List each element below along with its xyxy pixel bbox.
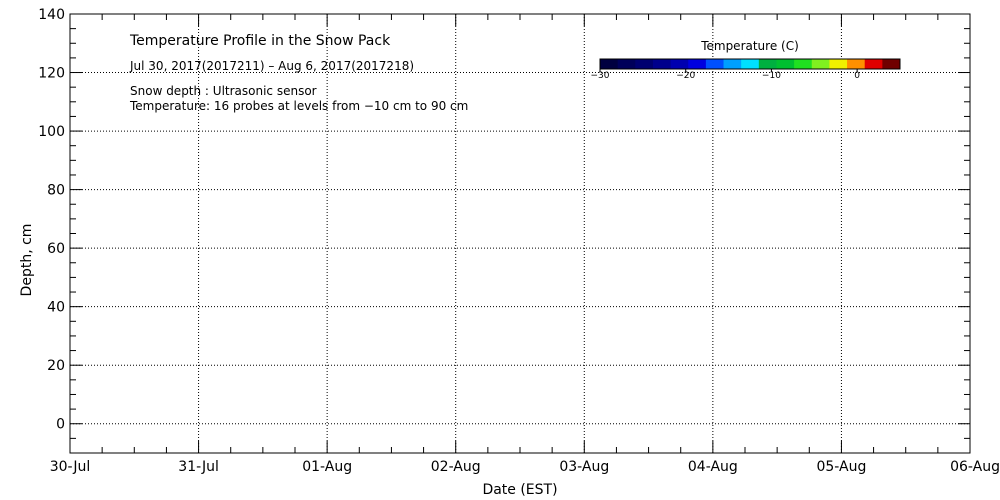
y-axis-title: Depth, cm <box>19 224 35 297</box>
colorbar-swatch <box>670 59 689 69</box>
grid-lines <box>70 14 970 453</box>
colorbar-swatch <box>723 59 742 69</box>
colorbar-swatch <box>864 59 883 69</box>
colorbar-swatch <box>635 59 654 69</box>
y-tick-label: 20 <box>47 358 65 374</box>
plot-frame <box>69 13 971 454</box>
colorbar-swatch <box>776 59 795 69</box>
colorbar-swatch <box>811 59 830 69</box>
y-tick-label: 40 <box>47 300 65 316</box>
colorbar-swatch <box>741 59 760 69</box>
colorbar-border <box>599 58 901 70</box>
note-snow-depth: Snow depth : Ultrasonic sensor <box>130 84 317 98</box>
chart-title: Temperature Profile in the Snow Pack <box>129 33 391 49</box>
colorbar-tick-label: −30 <box>591 71 610 81</box>
temperature-colorbar: Temperature (C) −30 −20 −10 0 <box>591 39 901 81</box>
colorbar-swatch <box>794 59 813 69</box>
colorbar-swatch <box>882 59 901 69</box>
colorbar-swatch <box>600 59 619 69</box>
colorbar-tick-label: −10 <box>762 71 781 81</box>
y-tick-label: 120 <box>38 66 65 82</box>
colorbar-swatch <box>705 59 725 69</box>
colorbar-swatch <box>617 59 636 69</box>
x-tick-label: 02-Aug <box>431 459 481 475</box>
colorbar-title: Temperature (C) <box>700 39 799 53</box>
y-tick-label: 100 <box>38 124 65 140</box>
colorbar-tick-label: −20 <box>676 71 695 81</box>
x-axis-title: Date (EST) <box>482 482 557 498</box>
colorbar-swatch <box>847 59 866 69</box>
x-tick-label: 04-Aug <box>688 459 738 475</box>
y-tick-labels: 0 20 40 60 80 100 120 140 <box>38 7 65 433</box>
y-tick-label: 140 <box>38 7 65 23</box>
x-tick-label: 31-Jul <box>178 459 219 475</box>
colorbar-swatch <box>652 59 672 69</box>
x-tick-label: 06-Aug <box>950 459 1000 475</box>
x-tick-labels: 30-Jul 31-Jul 01-Aug 02-Aug 03-Aug 04-Aug 05-A… <box>50 459 1000 475</box>
x-tick-label: 30-Jul <box>50 459 91 475</box>
y-tick-label: 60 <box>47 241 65 257</box>
x-tick-label: 05-Aug <box>816 459 866 475</box>
x-tick-label: 03-Aug <box>559 459 609 475</box>
note-temperature: Temperature: 16 probes at levels from −1… <box>129 99 468 113</box>
colorbar-swatch <box>758 59 777 69</box>
x-tick-label: 01-Aug <box>302 459 352 475</box>
y-tick-label: 80 <box>47 183 65 199</box>
colorbar-tick-label: 0 <box>854 71 860 81</box>
chart-subtitle: Jul 30, 2017(2017211) – Aug 6, 2017(2017… <box>129 59 414 73</box>
colorbar-swatch <box>688 59 707 69</box>
y-tick-label: 0 <box>56 417 65 433</box>
axis-ticks <box>69 13 971 454</box>
colorbar-swatch <box>829 59 848 69</box>
